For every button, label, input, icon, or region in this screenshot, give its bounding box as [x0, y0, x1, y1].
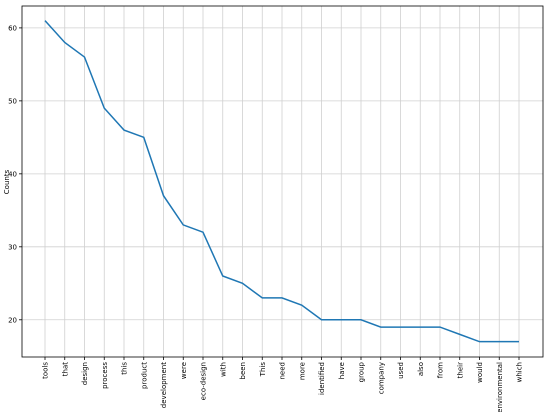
- y-axis-label: Counts: [3, 169, 11, 194]
- y-tick-label: 50: [8, 97, 17, 105]
- x-tick-label: this: [121, 362, 129, 375]
- x-tick-label: which: [516, 362, 524, 382]
- x-tick-label: with: [219, 362, 227, 377]
- x-tick-label: more: [298, 362, 306, 380]
- x-tick-label: company: [377, 362, 385, 394]
- x-tick-label: been: [239, 362, 247, 380]
- x-tick-label: have: [338, 362, 346, 379]
- x-tick-label: process: [101, 362, 109, 389]
- x-tick-label: also: [417, 362, 425, 376]
- y-tick-label: 40: [8, 170, 17, 178]
- x-tick-label: This: [259, 362, 267, 378]
- y-tick-label: 30: [8, 243, 17, 251]
- x-tick-label: eco-design: [200, 362, 208, 400]
- x-tick-label: group: [358, 361, 366, 382]
- x-tick-label: would: [476, 362, 484, 383]
- x-tick-label: design: [81, 362, 89, 385]
- x-tick-label: that: [61, 362, 69, 376]
- x-tick-label: product: [140, 362, 148, 389]
- x-tick-label: environmental: [496, 362, 504, 412]
- x-tick-label: need: [279, 362, 287, 380]
- y-tick-label: 60: [8, 24, 17, 32]
- line: [44, 20, 519, 343]
- x-tick-label: from: [437, 362, 445, 378]
- x-tick-label: development: [160, 362, 168, 408]
- x-tick-label: identified: [318, 362, 326, 395]
- x-tick-label: their: [456, 362, 464, 378]
- x-tick-label: used: [397, 362, 405, 379]
- x-tick-label: were: [180, 362, 188, 379]
- y-tick-label: 20: [8, 316, 17, 324]
- x-tick-label: tools: [42, 362, 50, 379]
- plot-frame: [21, 5, 544, 358]
